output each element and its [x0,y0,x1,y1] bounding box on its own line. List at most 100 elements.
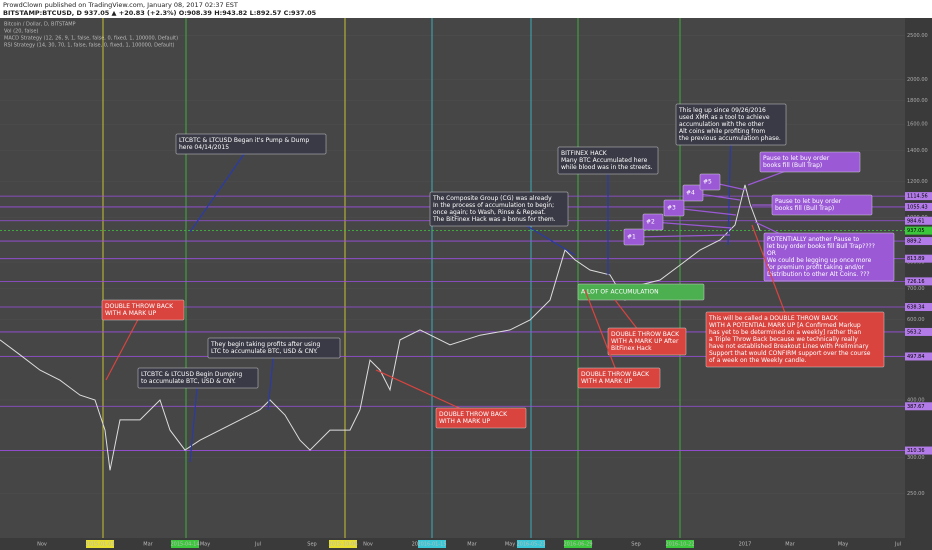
annotation-text: books fill (Bull Trap) [775,205,834,212]
annotation-text: LTC to accumulate BTC, USD & CNY. [211,348,318,355]
time-label-bg [517,540,545,548]
annotation-box [101,299,185,321]
y-tick-label: 700.00 [907,286,925,292]
time-label: 2015-04-14 [170,542,199,548]
annotation-text: WITH A MARK UP [439,418,490,425]
annotation-text: Pause to let buy order [763,155,830,162]
time-label-bg [171,540,199,548]
time-label: 2015-01-03 [85,542,114,548]
pointer [267,347,275,411]
level-label: 937.05 [907,228,925,234]
ticker: BITSTAMP:BTCUSD, D 937.05 ▲ +20.83 (+2.3… [3,9,317,17]
time-label-bg [329,540,357,548]
annotation-box [682,184,704,202]
level-label-bg [905,254,932,263]
annotation-text: WITH A MARK UP After [611,338,679,345]
annotation-text: #4 [686,190,695,197]
time-label-bg [418,540,446,548]
annotation-text: The Composite Group (CG) was already [432,195,552,202]
annotation-text: the previous accumulation phase. [679,135,781,142]
annotation-text: a Triple Throw Back because we technical… [709,336,858,343]
annotation-text: while blood was in the streets. [561,164,653,171]
annotation-text: used XMR as a tool to achieve [679,114,770,121]
legend-line: Bitcoin / Dollar, D, BITSTAMP [4,22,76,28]
time-label-bg [564,540,592,548]
level-label-bg [905,446,932,455]
time-label: Jul [894,542,901,548]
annotation-text: #1 [627,234,636,241]
time-label: May [200,542,210,548]
annotation-text: DOUBLE THROW BACK [105,303,174,310]
annotation-text: DOUBLE THROW BACK [439,411,508,418]
annotation-text: This leg up since 09/26/2016 [678,107,766,114]
publisher: ProwdClown published on TradingView.com,… [3,1,238,9]
annotation-text: Pause to let buy order [775,198,842,205]
time-label: 2017 [739,542,752,548]
annotation-text: has yet to be determined on a weekly] ra… [709,329,861,336]
level-label: 813.89 [907,256,925,262]
time-axis-bg [0,538,905,550]
level-label-bg [905,303,932,312]
time-label: May [838,542,848,548]
annotation-text: accumulation with the other [679,121,764,128]
y-tick-label: 2500.00 [907,33,928,39]
annotation-box [699,173,721,191]
legend-line: RSI Strategy (14, 30, 70, 1, false, fals… [4,43,174,49]
annotation-box [663,199,685,217]
time-label: Mar [785,542,795,548]
level-label: 889.2 [907,239,921,245]
time-label: 2015-10-06 [328,542,357,548]
annotation-text: WITH A MARK UP [105,310,156,317]
level-label-bg [905,202,932,211]
annotation-text: OR [767,250,776,257]
level-label-bg [905,237,932,246]
time-label-bg [666,540,694,548]
annotation-box [623,228,645,246]
annotation-text: have not established Breakout Lines with… [709,343,869,350]
time-label: Nov [37,542,47,548]
legend-line: Vol (20, false) [4,29,38,35]
level-label: 984.61 [907,218,925,224]
annotation-text: for premium profit taking and/or [767,264,865,271]
annotation-text: #2 [646,219,655,226]
level-label-bg [905,216,932,225]
annotation-text: We could be legging up once more [767,257,872,264]
time-label: Mar [143,542,153,548]
annotation-text: BITFINEX HACK [561,150,608,157]
y-tick-label: 1600.00 [907,122,928,128]
annotation-box [642,213,664,231]
y-tick-label: 1200.00 [907,179,928,185]
time-label: Sep [631,542,640,548]
annotation-text: WITH A MARK UP [581,378,632,385]
pointer [584,289,620,379]
annotation-text: Many BTC Accumulated here [561,157,648,164]
time-label: Jul [254,542,261,548]
level-label: 497.84 [907,354,925,360]
annotation-text: #3 [667,205,676,212]
annotation-text: The BitFinex Hack was a bonus for them. [432,216,556,223]
y-tick-label: 400.00 [907,398,925,404]
level-label-bg [905,277,932,286]
y-tick-label: 1400.00 [907,148,928,154]
time-label: May [505,542,515,548]
time-label: Sep [307,542,316,548]
annotation-box [435,407,527,429]
annotation-box [607,327,687,356]
level-label: 1114.56 [907,194,928,200]
time-label: 2016-01-15 [417,542,446,548]
annotation-text: WITH A POTENTIAL MARK UP [A Confirmed Ma… [709,322,861,329]
annotation-text: books fill (Bull Trap) [763,162,822,169]
y-tick-label: 1800.00 [907,98,928,104]
level-label: 638.34 [907,305,925,311]
level-label: 563.2 [907,329,921,335]
level-label: 387.67 [907,404,925,410]
level-label-bg [905,226,932,235]
annotation-box [175,133,327,155]
annotation-box [577,283,705,301]
annotation-text: POTENTIALLY another Pause to [767,236,860,243]
annotation-text: A LOT OF ACCUMULATION [581,289,659,296]
annotation-text: LTCBTC & LTCUSD Begin Dumping [141,371,242,378]
annotation-text: Alt coins while profiting from [679,128,765,135]
